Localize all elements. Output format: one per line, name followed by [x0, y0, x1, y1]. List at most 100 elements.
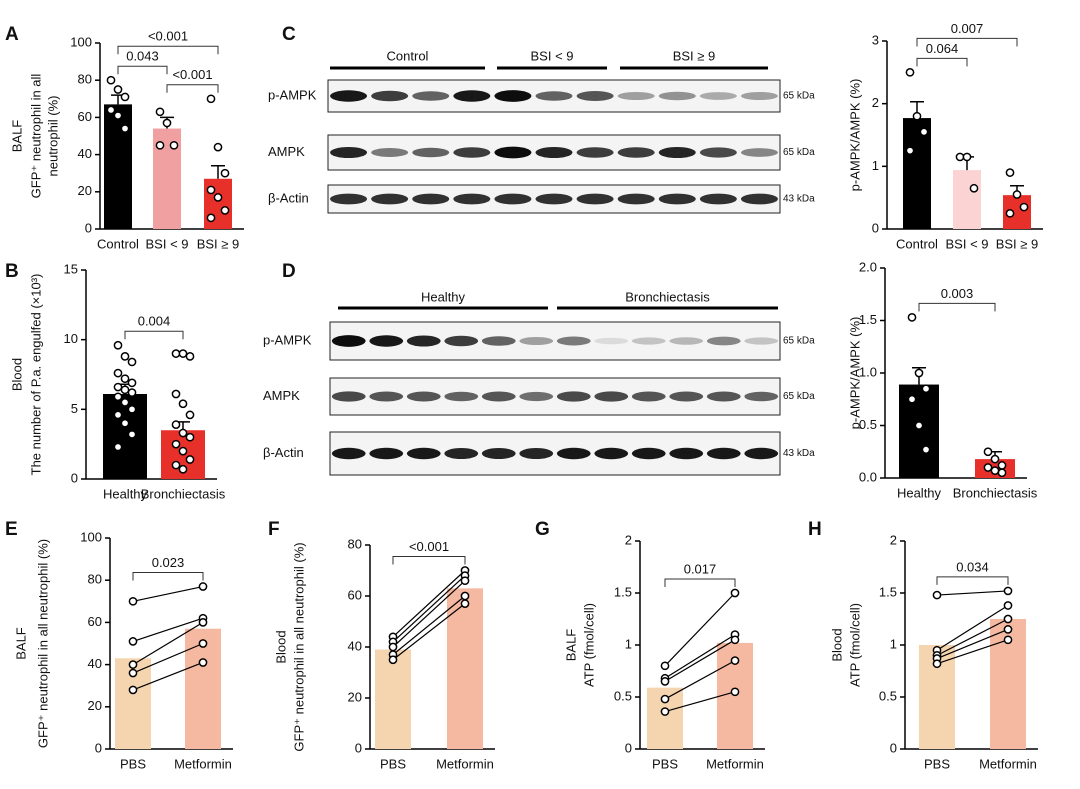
blot-band: [576, 147, 614, 158]
pair-line: [392, 580, 466, 648]
pair-line: [936, 639, 1009, 665]
blot-band: [699, 92, 737, 100]
data-point: [997, 461, 1007, 470]
data-point: [1005, 168, 1015, 177]
x-tick-label: PBS: [652, 756, 678, 771]
data-point: [171, 349, 181, 358]
data-point: [128, 685, 138, 695]
data-point: [162, 118, 172, 128]
pair-line: [132, 661, 204, 691]
p-value: 0.034: [956, 559, 989, 574]
blot-band: [331, 447, 366, 460]
data-point: [997, 468, 1007, 478]
data-point: [178, 446, 188, 456]
y-axis-label: neutrophil (%): [45, 96, 60, 177]
data-point: [206, 94, 216, 104]
bar: [104, 104, 132, 229]
blot-band: [631, 391, 666, 402]
blot-band: [556, 336, 591, 346]
x-tick-label: Bronchiectasis: [141, 486, 226, 501]
x-tick-label: PBS: [380, 756, 406, 771]
blot-band: [594, 337, 629, 345]
pair-line: [664, 592, 736, 667]
data-point: [914, 368, 924, 378]
data-point: [921, 445, 931, 454]
y-axis-label: ATP (fmol/cell): [581, 603, 596, 687]
y-tick-label: 100: [80, 529, 102, 544]
pair-line: [132, 642, 204, 674]
x-tick-label: Control: [896, 236, 938, 251]
data-point: [914, 421, 924, 430]
y-tick-label: 0.5: [614, 688, 632, 703]
x-tick-label: PBS: [120, 756, 146, 771]
y-tick-label: 1.0: [859, 364, 877, 379]
y-axis-label: p-AMPK/AMPK (%): [847, 317, 862, 430]
blot-band: [706, 336, 741, 346]
x-tick-label: Metformin: [706, 756, 764, 771]
p-value: 0.007: [951, 21, 984, 36]
data-point: [932, 590, 942, 600]
data-point: [155, 140, 165, 150]
blot-band: [519, 336, 554, 346]
y-tick-label: 0.0: [859, 469, 877, 484]
data-point: [969, 183, 979, 193]
y-tick-label: 0: [625, 740, 632, 755]
y-tick-label: 1.5: [859, 312, 877, 327]
data-point: [955, 152, 965, 162]
group-label: Healthy: [421, 289, 466, 304]
significance-bracket: [132, 572, 204, 581]
blot-band: [744, 447, 779, 460]
data-point: [171, 389, 181, 399]
data-point: [912, 111, 922, 121]
blot-band: [412, 147, 450, 158]
bar: [204, 178, 232, 229]
data-point: [1003, 586, 1013, 596]
data-point: [185, 410, 195, 420]
data-point: [460, 599, 470, 609]
panel-letter: E: [5, 519, 18, 540]
data-point: [185, 432, 195, 442]
data-point: [206, 213, 216, 223]
bar: [899, 384, 939, 478]
bar: [953, 170, 981, 229]
y-tick-label: 0: [95, 740, 102, 755]
blot-band: [331, 335, 366, 347]
data-point: [907, 394, 917, 404]
data-point: [730, 656, 740, 665]
group-label: BSI ≥ 9: [673, 48, 716, 63]
size-label: 65 kDa: [783, 391, 815, 402]
blot-band: [706, 391, 741, 402]
data-point: [990, 454, 1000, 464]
row-label: β-Actin: [268, 190, 309, 205]
x-tick-label: Metformin: [174, 756, 232, 771]
p-value: 0.017: [684, 561, 717, 576]
y-tick-label: 0.5: [879, 688, 897, 703]
data-point: [213, 193, 223, 202]
blot-band: [453, 90, 491, 102]
pair-line: [664, 691, 736, 713]
data-point: [113, 111, 123, 120]
blot-band: [453, 193, 491, 205]
data-point: [106, 105, 116, 115]
y-tick-label: 0.5: [859, 417, 877, 432]
data-point: [155, 107, 165, 117]
blot-band: [699, 193, 737, 205]
data-point: [1019, 202, 1029, 212]
data-point: [1003, 614, 1013, 624]
blot-band: [369, 335, 404, 347]
blot-band: [631, 337, 666, 345]
y-tick-label: 20: [88, 698, 102, 713]
bar: [103, 394, 147, 479]
data-point: [128, 637, 138, 646]
blot-band: [481, 336, 516, 346]
significance-bracket: [166, 84, 219, 93]
significance-bracket: [392, 556, 466, 565]
pair-line: [936, 604, 1009, 651]
y-tick-label: 0: [71, 470, 78, 485]
blot-band: [617, 193, 655, 205]
blot-band: [371, 90, 409, 102]
p-value: 0.003: [941, 286, 974, 301]
x-tick-label: Metformin: [436, 756, 494, 771]
blot-band: [494, 193, 532, 205]
